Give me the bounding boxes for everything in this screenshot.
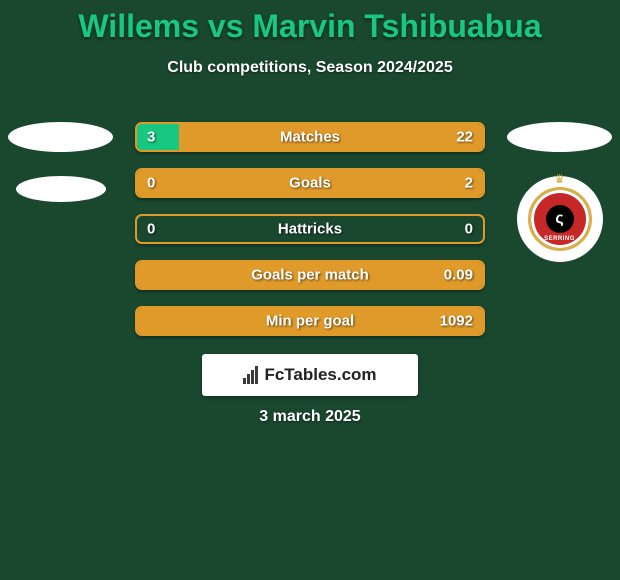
stat-value-right: 22 bbox=[456, 129, 473, 146]
footer-brand-text: FcTables.com bbox=[264, 365, 376, 385]
date-text: 3 march 2025 bbox=[0, 408, 620, 426]
stat-row-2: Hattricks0 0 bbox=[135, 214, 485, 244]
stat-value-right: 2 bbox=[465, 175, 473, 192]
right-club-logo: ♛ ς SERRING bbox=[517, 176, 603, 262]
stats-bars: Matches322Goals02Hattricks00Goals per ma… bbox=[135, 122, 485, 352]
stat-row-4: Min per goal1092 bbox=[135, 306, 485, 336]
stat-row-3: Goals per match0.09 bbox=[135, 260, 485, 290]
left-player-badges bbox=[8, 122, 113, 220]
footer-brand-badge: FcTables.com bbox=[202, 354, 418, 396]
stat-value-right: 0 bbox=[465, 221, 473, 238]
club-name-text: SERRING bbox=[544, 236, 575, 242]
page-title: Willems vs Marvin Tshibuabua bbox=[0, 0, 620, 45]
left-club-badge-placeholder-2 bbox=[16, 176, 106, 202]
stat-label: Goals per match bbox=[137, 267, 483, 284]
crown-icon: ♛ bbox=[554, 172, 565, 186]
stat-label: Goals bbox=[137, 175, 483, 192]
stat-row-0: Matches3 22 bbox=[135, 122, 485, 152]
comparison-infographic: Willems vs Marvin Tshibuabua Club compet… bbox=[0, 0, 620, 580]
stat-label: Hattricks bbox=[137, 221, 483, 238]
lion-icon: ς bbox=[546, 205, 574, 233]
stat-value-left: 0 bbox=[147, 221, 155, 238]
stat-value-right: 0.09 bbox=[444, 267, 473, 284]
club-logo-inner: ς SERRING bbox=[528, 187, 592, 251]
bar-chart-icon bbox=[243, 366, 258, 384]
stat-value-right: 1092 bbox=[440, 313, 473, 330]
stat-value-left: 3 bbox=[147, 129, 155, 146]
stat-value-left: 0 bbox=[147, 175, 155, 192]
stat-label: Min per goal bbox=[137, 313, 483, 330]
subtitle: Club competitions, Season 2024/2025 bbox=[0, 59, 620, 77]
right-player-badges: ♛ ς SERRING bbox=[507, 122, 612, 262]
stat-row-1: Goals0 2 bbox=[135, 168, 485, 198]
left-club-badge-placeholder-1 bbox=[8, 122, 113, 152]
stat-label: Matches bbox=[137, 129, 483, 146]
right-club-badge-placeholder-1 bbox=[507, 122, 612, 152]
